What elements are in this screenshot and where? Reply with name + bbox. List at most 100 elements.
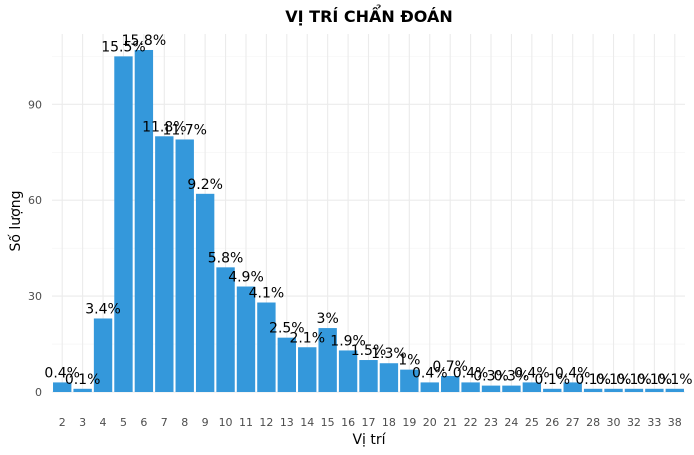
bar-11	[236, 286, 256, 392]
y-axis-title: Số lượng	[7, 191, 24, 252]
data-label-22: 0.4%	[453, 365, 489, 381]
bar-25	[522, 382, 542, 392]
data-label-26: 0.1%	[534, 372, 570, 388]
y-tick-label: 0	[35, 386, 42, 399]
data-label-16: 1.9%	[330, 333, 366, 349]
bar-3	[73, 388, 92, 392]
y-tick-label: 90	[28, 98, 42, 111]
data-label-8: 11.7%	[162, 122, 206, 138]
data-label-11: 4.9%	[228, 270, 264, 286]
x-axis-title: Vị trí	[352, 432, 386, 448]
x-tick-label: 17	[362, 416, 376, 429]
x-tick-label: 23	[484, 416, 498, 429]
data-label-32: 0.1%	[616, 372, 652, 388]
x-tick-label: 14	[300, 416, 314, 429]
data-label-17: 1.5%	[351, 343, 387, 359]
data-label-23: 0.3%	[473, 369, 509, 385]
x-tick-label: 32	[627, 416, 641, 429]
x-tick-label: 8	[181, 416, 188, 429]
data-label-10: 5.8%	[208, 250, 244, 266]
bar-32	[624, 388, 644, 392]
data-label-14: 2.1%	[289, 330, 325, 346]
bar-12	[257, 302, 276, 392]
data-labels: 0.4%0.1%3.4%15.5%15.8%11.8%11.7%9.2%5.8%…	[44, 33, 692, 388]
data-label-5: 15.5%	[101, 39, 145, 55]
bar-26	[543, 388, 562, 392]
y-axis-ticks: 0 30 60 90	[28, 98, 42, 399]
y-tick-label: 60	[28, 194, 42, 207]
x-tick-label: 19	[402, 416, 416, 429]
bar-6	[134, 49, 154, 392]
data-label-15: 3%	[317, 311, 339, 327]
x-tick-label: 30	[607, 416, 621, 429]
bar-7	[155, 136, 174, 392]
x-tick-label: 24	[504, 416, 518, 429]
chart-title: VỊ TRÍ CHẨN ĐOÁN	[285, 4, 453, 26]
data-label-21: 0.7%	[432, 359, 468, 375]
data-label-19: 1%	[398, 353, 420, 369]
data-label-18: 1.3%	[371, 346, 407, 362]
x-tick-label: 38	[668, 416, 682, 429]
bar-14	[298, 347, 317, 392]
x-tick-label: 28	[586, 416, 600, 429]
x-tick-label: 9	[202, 416, 209, 429]
bar-13	[277, 337, 297, 392]
data-label-9: 9.2%	[187, 177, 223, 193]
bar-4	[93, 318, 113, 392]
data-label-12: 4.1%	[249, 286, 285, 302]
bars	[53, 49, 684, 392]
x-tick-label: 10	[219, 416, 233, 429]
x-tick-label: 16	[341, 416, 355, 429]
x-tick-label: 26	[545, 416, 559, 429]
bar-22	[461, 382, 480, 392]
bar-19	[400, 369, 419, 392]
x-tick-label: 33	[647, 416, 661, 429]
x-tick-label: 6	[140, 416, 147, 429]
bar-10	[216, 267, 235, 392]
x-tick-label: 13	[280, 416, 294, 429]
bar-9	[195, 193, 215, 392]
bar-38	[665, 388, 684, 392]
bar-2	[53, 382, 72, 392]
bar-28	[583, 388, 603, 392]
data-label-28: 0.1%	[575, 372, 611, 388]
x-tick-label: 18	[382, 416, 396, 429]
x-tick-label: 22	[464, 416, 478, 429]
data-label-27: 0.4%	[555, 365, 591, 381]
bar-30	[604, 388, 623, 392]
data-label-20: 0.4%	[412, 365, 448, 381]
bar-8	[175, 139, 194, 392]
bar-15	[318, 328, 337, 392]
x-tick-label: 5	[120, 416, 127, 429]
bar-33	[645, 388, 664, 392]
data-label-6: 15.8%	[122, 33, 166, 49]
bar-20	[420, 382, 439, 392]
bar-17	[359, 360, 378, 392]
data-label-38: 0.1%	[657, 372, 693, 388]
x-tick-label: 12	[259, 416, 273, 429]
x-tick-label: 27	[566, 416, 580, 429]
x-tick-label: 7	[161, 416, 168, 429]
x-tick-label: 4	[100, 416, 107, 429]
bar-18	[379, 363, 399, 392]
bar-16	[338, 350, 358, 392]
x-tick-label: 21	[443, 416, 457, 429]
x-tick-label: 15	[321, 416, 335, 429]
x-axis-ticks: 2 3 4 5 6 7 8 9 10 11 12 13 14 15 16 17 18 19 20 21 22 23 24 25…	[59, 416, 682, 429]
bar-27	[563, 382, 582, 392]
data-label-2: 0.4%	[44, 365, 80, 381]
bar-24	[502, 385, 521, 392]
x-tick-label: 25	[525, 416, 539, 429]
data-label-33: 0.1%	[637, 372, 673, 388]
data-label-24: 0.3%	[494, 369, 530, 385]
y-tick-label: 30	[28, 290, 42, 303]
bar-21	[440, 376, 460, 392]
data-label-30: 0.1%	[596, 372, 632, 388]
x-tick-label: 20	[423, 416, 437, 429]
x-tick-label: 3	[79, 416, 86, 429]
data-label-3: 0.1%	[65, 372, 101, 388]
x-tick-label: 11	[239, 416, 253, 429]
bar-5	[114, 56, 133, 392]
x-tick-label: 2	[59, 416, 66, 429]
